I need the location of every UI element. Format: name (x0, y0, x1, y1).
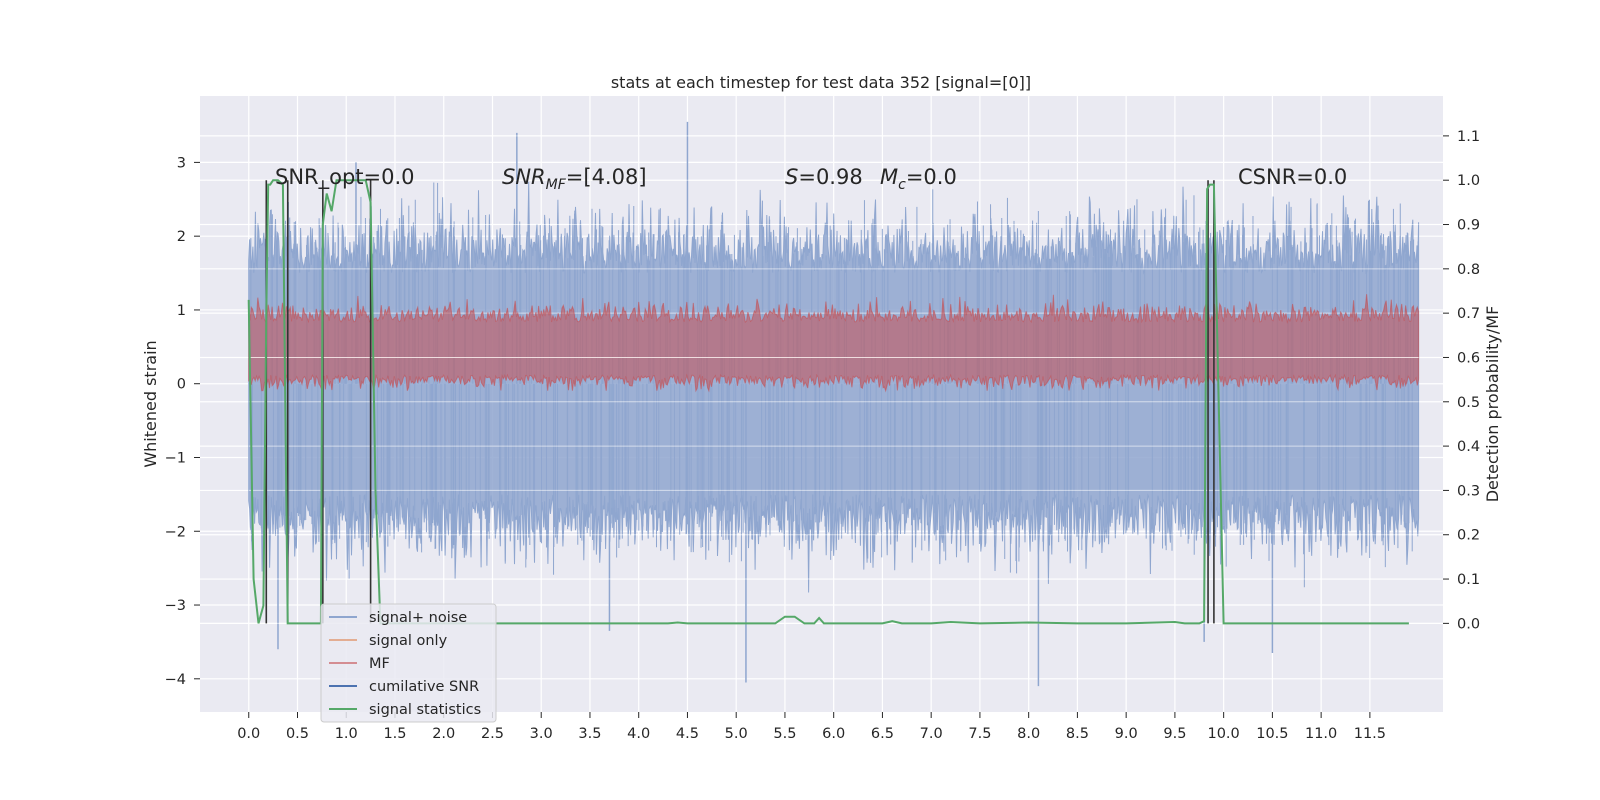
legend-label-cumulative-snr: cumilative SNR (369, 679, 479, 695)
y-tick-label: −1 (165, 450, 186, 466)
y2-axis-ticks: 1.1 1.0 0.9 0.8 0.7 0.6 0.5 0.4 0.3 0.2 0.1 0.0 (1443, 129, 1480, 632)
y-tick-label: 0 (177, 377, 186, 393)
y2-axis-label: Detection probability/MF (1483, 306, 1502, 503)
x-tick-label: 2.5 (481, 726, 504, 742)
y2-tick-label: 0.5 (1457, 395, 1480, 411)
x-tick-label: 7.0 (920, 726, 943, 742)
x-tick-label: 2.0 (432, 726, 455, 742)
x-tick-label: 0.0 (237, 726, 260, 742)
legend-label-signal-only: signal only (369, 633, 448, 649)
signal-statistics-series (247, 179, 1409, 625)
x-tick-label: 8.0 (1017, 726, 1040, 742)
x-tick-label: 6.5 (871, 726, 894, 742)
y-tick-label: −3 (165, 598, 186, 614)
y-tick-label: −4 (165, 672, 186, 688)
annotation-snr-opt: SNR_opt=0.0 (275, 165, 415, 190)
y2-tick-label: 0.6 (1457, 350, 1480, 366)
s-main: S (785, 165, 798, 189)
y-tick-label: −2 (165, 524, 186, 540)
y2-tick-label: 0.0 (1457, 616, 1480, 632)
y2-tick-label: 0.1 (1457, 572, 1480, 588)
x-axis-ticks: 0.0 0.5 1.0 1.5 2.0 2.5 3.0 3.5 4.0 4.5 5.0 5.5 6.0 6… (237, 712, 1386, 742)
y2-tick-label: 0.9 (1457, 218, 1480, 234)
legend-label-signal-noise: signal+ noise (369, 610, 467, 626)
y-axis-ticks: 3 2 1 0 −1 −2 −3 −4 (165, 155, 200, 688)
mf-series (248, 294, 1420, 393)
y-axis-label: Whitened strain (141, 340, 160, 467)
y-tick-label: 2 (177, 229, 186, 245)
x-tick-label: 4.5 (676, 726, 699, 742)
x-tick-label: 9.0 (1115, 726, 1138, 742)
snr-mf-rest: =[4.08] (566, 165, 647, 189)
signal-statistics-line (247, 179, 1409, 625)
legend-box (320, 603, 497, 723)
x-tick-label: 11.5 (1354, 726, 1386, 742)
mc-rest: =0.0 (906, 165, 957, 189)
x-tick-label: 5.0 (725, 726, 748, 742)
x-tick-label: 6.0 (822, 726, 845, 742)
x-tick-label: 3.0 (530, 726, 553, 742)
x-tick-label: 11.0 (1305, 726, 1337, 742)
legend-label-signal-statistics: signal statistics (369, 702, 481, 718)
annotation-mc: Mc=0.0 (880, 165, 957, 193)
snr-mf-main: SNR (502, 165, 546, 189)
x-tick-label: 10.0 (1207, 726, 1239, 742)
x-tick-label: 0.5 (286, 726, 309, 742)
y2-tick-label: 1.0 (1457, 173, 1480, 189)
mf-band (248, 294, 1420, 393)
y2-tick-label: 0.2 (1457, 528, 1480, 544)
annotation-csnr: CSNR=0.0 (1238, 165, 1347, 189)
y2-tick-label: 0.3 (1457, 483, 1480, 499)
y2-tick-label: 0.8 (1457, 262, 1480, 278)
x-tick-label: 10.5 (1256, 726, 1288, 742)
x-tick-label: 8.5 (1066, 726, 1089, 742)
x-tick-label: 4.0 (627, 726, 650, 742)
legend: signal+ noise signal only MF cumilative … (320, 603, 497, 723)
legend-label-mf: MF (369, 656, 390, 672)
x-tick-label: 7.5 (968, 726, 991, 742)
x-tick-label: 3.5 (578, 726, 601, 742)
x-tick-label: 1.5 (383, 726, 406, 742)
x-tick-label: 9.5 (1163, 726, 1186, 742)
y2-tick-label: 0.7 (1457, 306, 1480, 322)
chart-title: stats at each timestep for test data 352… (611, 73, 1031, 92)
y2-tick-label: 0.4 (1457, 439, 1480, 455)
snr-mf-sub: MF (546, 177, 567, 193)
annotation-s: S=0.98 (785, 165, 863, 189)
y-tick-label: 1 (177, 303, 186, 319)
x-tick-label: 5.5 (773, 726, 796, 742)
mc-sub: c (898, 177, 906, 193)
annotation-snr-mf: SNRMF=[4.08] (502, 165, 647, 193)
s-rest: =0.98 (798, 165, 862, 189)
x-tick-label: 1.0 (335, 726, 358, 742)
mc-main: M (880, 165, 898, 189)
y-tick-label: 3 (177, 155, 186, 171)
y2-tick-label: 1.1 (1457, 129, 1480, 145)
